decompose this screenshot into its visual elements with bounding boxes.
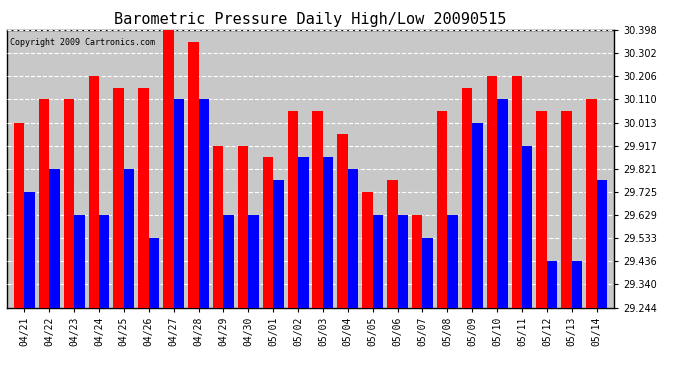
Bar bbox=[323, 157, 333, 308]
Bar bbox=[586, 99, 597, 308]
Bar bbox=[298, 157, 308, 308]
Bar bbox=[522, 146, 533, 308]
Bar bbox=[88, 76, 99, 308]
Bar bbox=[572, 261, 582, 308]
Bar bbox=[362, 192, 373, 308]
Bar bbox=[348, 169, 358, 308]
Bar bbox=[337, 134, 348, 308]
Bar bbox=[486, 76, 497, 308]
Bar bbox=[14, 123, 24, 308]
Bar bbox=[547, 261, 558, 308]
Bar bbox=[163, 30, 174, 308]
Bar bbox=[597, 180, 607, 308]
Bar bbox=[213, 146, 224, 308]
Bar bbox=[49, 169, 59, 308]
Bar bbox=[387, 180, 397, 308]
Bar bbox=[188, 42, 199, 308]
Bar bbox=[99, 215, 110, 308]
Bar bbox=[263, 157, 273, 308]
Bar bbox=[174, 99, 184, 308]
Bar bbox=[437, 111, 447, 308]
Bar bbox=[273, 180, 284, 308]
Bar bbox=[199, 99, 209, 308]
Bar bbox=[313, 111, 323, 308]
Bar bbox=[24, 192, 34, 308]
Bar bbox=[412, 215, 422, 308]
Bar bbox=[113, 88, 124, 308]
Bar bbox=[74, 215, 85, 308]
Bar bbox=[462, 88, 472, 308]
Bar bbox=[536, 111, 547, 308]
Bar bbox=[138, 88, 149, 308]
Bar bbox=[511, 76, 522, 308]
Bar bbox=[39, 99, 49, 308]
Bar bbox=[124, 169, 135, 308]
Bar bbox=[63, 99, 74, 308]
Bar bbox=[397, 215, 408, 308]
Bar bbox=[447, 215, 458, 308]
Bar bbox=[149, 238, 159, 308]
Title: Barometric Pressure Daily High/Low 20090515: Barometric Pressure Daily High/Low 20090… bbox=[115, 12, 506, 27]
Bar bbox=[472, 123, 483, 308]
Bar bbox=[497, 99, 508, 308]
Text: Copyright 2009 Cartronics.com: Copyright 2009 Cartronics.com bbox=[10, 38, 155, 47]
Bar bbox=[422, 238, 433, 308]
Bar bbox=[288, 111, 298, 308]
Bar bbox=[238, 146, 248, 308]
Bar bbox=[224, 215, 234, 308]
Bar bbox=[248, 215, 259, 308]
Bar bbox=[373, 215, 383, 308]
Bar bbox=[562, 111, 572, 308]
